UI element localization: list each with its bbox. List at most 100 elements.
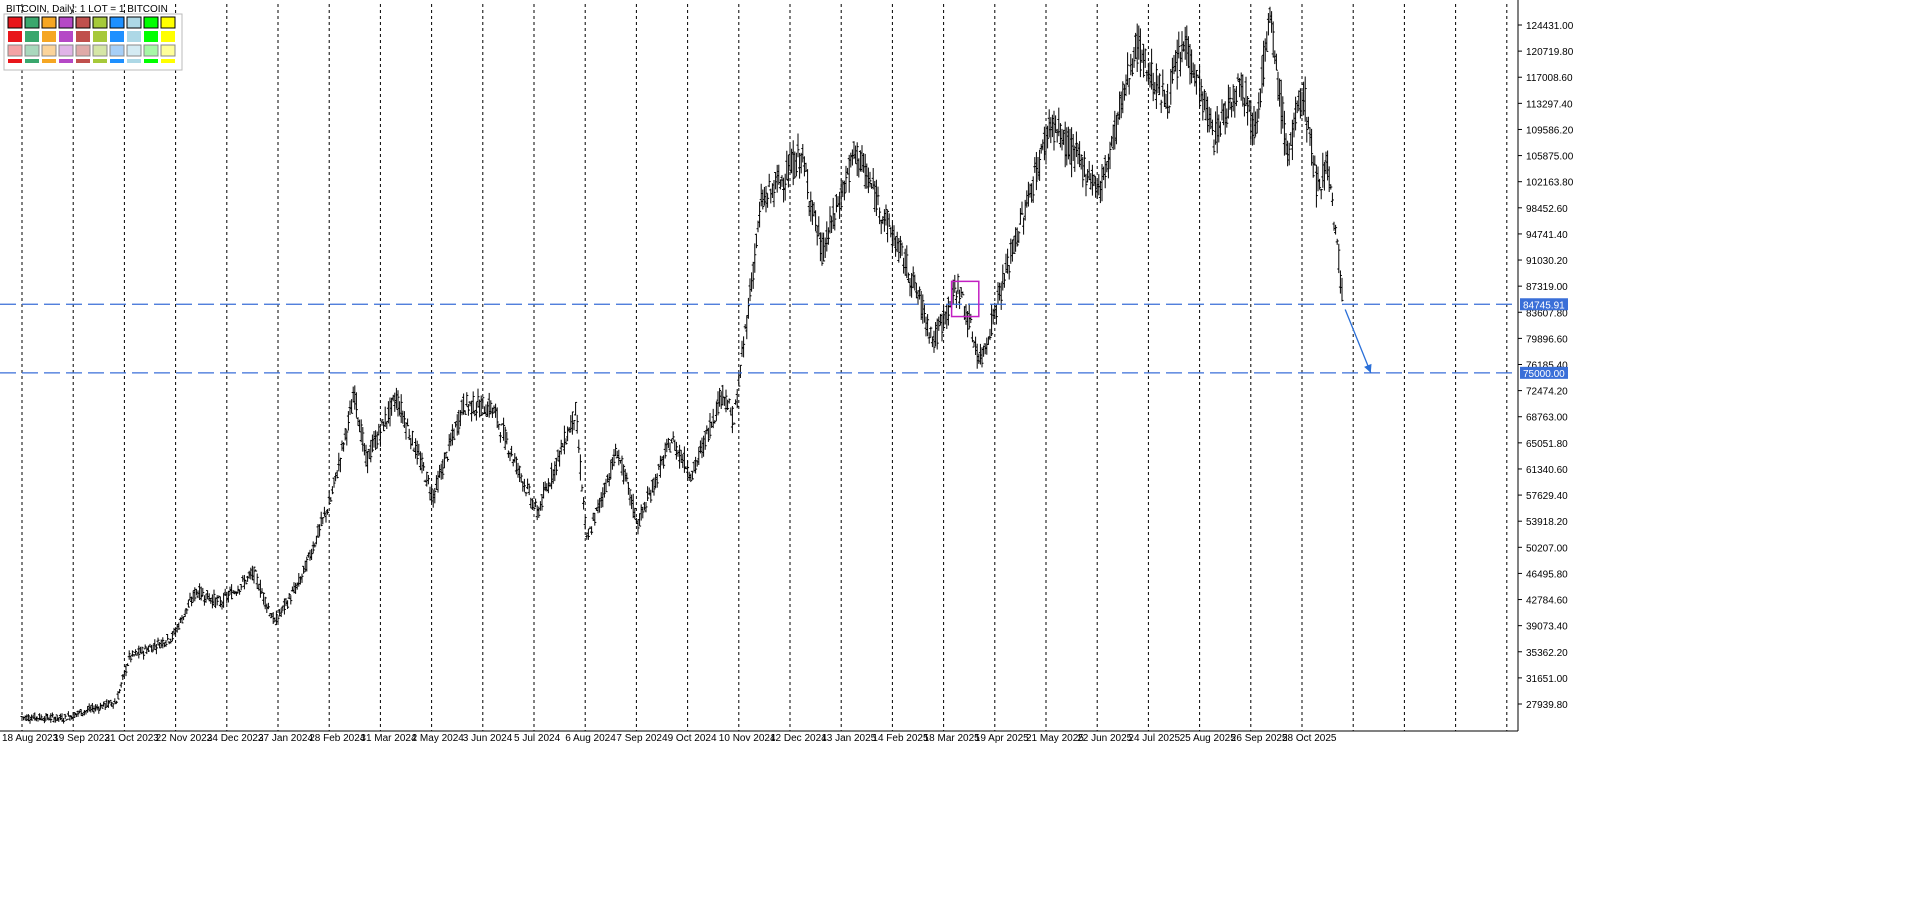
ohlc-bar: [724, 389, 728, 413]
ohlc-bar: [399, 394, 403, 423]
ohlc-bar: [65, 718, 69, 721]
color-swatch[interactable]: [25, 59, 39, 63]
ohlc-bar: [524, 491, 528, 497]
color-swatch[interactable]: [58, 16, 74, 29]
chart-title: BITCOIN, Daily: 1 LOT = 1 BITCOIN: [6, 4, 168, 15]
ohlc-bar: [617, 449, 621, 466]
color-palette-panel[interactable]: [3, 13, 183, 71]
color-swatch[interactable]: [42, 31, 56, 42]
color-swatch[interactable]: [76, 59, 90, 63]
projection-arrow[interactable]: [1344, 309, 1372, 374]
ohlc-bar: [826, 227, 830, 245]
ohlc-bar: [406, 418, 410, 427]
color-swatch[interactable]: [144, 59, 158, 63]
color-swatch[interactable]: [126, 44, 142, 57]
ohlc-bar: [655, 473, 659, 488]
color-swatch[interactable]: [8, 59, 22, 63]
ohlc-bar: [958, 289, 962, 310]
ohlc-bar: [577, 439, 581, 453]
ohlc-bar: [1282, 110, 1286, 156]
drawing-objects[interactable]: [0, 280, 1518, 374]
ohlc-bar: [662, 455, 666, 469]
ohlc-bar: [1274, 53, 1278, 71]
color-swatch[interactable]: [127, 59, 141, 63]
ohlc-bar: [321, 517, 325, 525]
ohlc-bar: [918, 286, 922, 300]
ohlc-bar: [1142, 43, 1146, 78]
color-swatch[interactable]: [59, 59, 73, 63]
ohlc-bar: [625, 472, 629, 482]
ohlc-bar: [190, 596, 194, 607]
color-swatch[interactable]: [7, 44, 23, 57]
highlight-rectangle[interactable]: [950, 280, 980, 318]
ohlc-bar: [100, 704, 104, 709]
color-swatch[interactable]: [92, 44, 108, 57]
ohlc-bar: [847, 154, 851, 193]
color-swatch[interactable]: [161, 31, 175, 42]
color-swatch[interactable]: [109, 16, 125, 29]
ohlc-bar: [481, 397, 485, 408]
color-swatch[interactable]: [8, 31, 22, 42]
color-swatch[interactable]: [143, 44, 159, 57]
color-swatch[interactable]: [110, 59, 124, 63]
ohlc-bar: [1281, 96, 1285, 129]
price-tag[interactable]: 84745.91: [1520, 298, 1568, 311]
color-swatch[interactable]: [58, 44, 74, 57]
price-tag[interactable]: 75000.00: [1520, 366, 1568, 380]
color-swatch[interactable]: [143, 16, 159, 29]
color-swatch[interactable]: [160, 16, 176, 29]
ohlc-bar: [671, 431, 675, 441]
color-swatch[interactable]: [41, 44, 57, 57]
ohlc-bar: [1329, 184, 1333, 190]
color-swatch[interactable]: [126, 16, 142, 29]
color-swatch[interactable]: [160, 44, 176, 57]
color-swatch[interactable]: [161, 59, 175, 63]
color-swatch[interactable]: [41, 16, 57, 29]
ohlc-bar: [761, 189, 765, 210]
price-tick-label: 120719.80: [1526, 47, 1574, 58]
color-swatch[interactable]: [127, 31, 141, 42]
ohlc-bar: [990, 304, 994, 337]
time-tick-label: 31 Mar 2024: [360, 733, 417, 744]
price-axis[interactable]: 124431.00 120719.80 117008.60 113297.40 1095…: [0, 0, 1574, 732]
color-swatch[interactable]: [25, 31, 39, 42]
ohlc-bar: [1126, 52, 1130, 85]
time-tick-label: 28 Feb 2024: [309, 733, 366, 744]
color-swatch[interactable]: [7, 16, 23, 29]
ohlc-bar: [1199, 78, 1203, 102]
color-swatch[interactable]: [76, 31, 90, 42]
ohlc-bar: [1201, 91, 1205, 121]
ohlc-bar: [706, 427, 710, 442]
color-swatch[interactable]: [92, 16, 108, 29]
color-swatch[interactable]: [75, 44, 91, 57]
color-swatch[interactable]: [59, 31, 73, 42]
ohlc-bar: [62, 718, 66, 724]
ohlc-bar: [612, 449, 616, 467]
color-swatch[interactable]: [109, 44, 125, 57]
ohlc-bar: [732, 422, 736, 425]
ohlc-bar: [628, 489, 632, 506]
color-swatch[interactable]: [110, 31, 124, 42]
color-swatch[interactable]: [144, 31, 158, 42]
price-tick-label: 68763.00: [1526, 413, 1568, 424]
ohlc-bar: [1252, 106, 1256, 145]
ohlc-bar: [422, 462, 426, 471]
color-swatch[interactable]: [42, 59, 56, 63]
color-swatch[interactable]: [24, 16, 40, 29]
ohlc-bar: [474, 402, 478, 421]
ohlc-bar: [814, 210, 818, 232]
color-swatch[interactable]: [75, 16, 91, 29]
ohlc-bar: [327, 490, 331, 505]
ohlc-bar: [430, 485, 434, 503]
color-swatch[interactable]: [24, 44, 40, 57]
color-swatch[interactable]: [93, 59, 107, 63]
ohlc-bar: [694, 456, 698, 474]
price-tick-label: 113297.40: [1526, 99, 1573, 110]
color-swatch[interactable]: [93, 31, 107, 42]
ohlc-bar: [498, 432, 502, 443]
vertical-grid: [21, 4, 1508, 731]
ohlc-bar: [132, 654, 136, 657]
